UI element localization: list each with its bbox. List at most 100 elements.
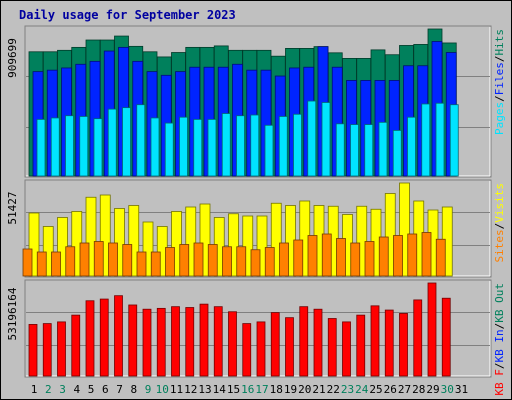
bar-sites-day-1 xyxy=(22,248,33,277)
legend-entry-1-3: Files xyxy=(493,62,506,95)
bar-sites-day-20 xyxy=(293,239,304,277)
bar-kb-f-day-9 xyxy=(142,308,152,377)
bar-pages-day-1 xyxy=(36,119,46,177)
day-label-3: 3 xyxy=(59,383,66,396)
bar-pages-day-12 xyxy=(193,119,203,177)
day-label-5: 5 xyxy=(88,383,95,396)
legend-entry-3-1: KB F xyxy=(493,369,506,396)
bar-visits-day-2 xyxy=(42,226,54,277)
bar-visits-day-8 xyxy=(128,205,140,277)
bar-sites-day-19 xyxy=(279,242,289,277)
bar-sites-day-17 xyxy=(250,249,261,277)
legend-entry-1-4: / xyxy=(493,56,506,63)
bar-kb-f-day-1 xyxy=(28,324,38,377)
day-label-14: 14 xyxy=(213,383,227,396)
bar-kb-f-day-21 xyxy=(313,308,323,377)
bar-pages-day-23 xyxy=(350,124,359,177)
bar-visits-day-15 xyxy=(228,213,239,277)
day-label-23: 23 xyxy=(341,383,354,396)
bar-kb-f-day-28 xyxy=(413,299,423,377)
bar-pages-day-15 xyxy=(236,115,245,177)
bar-pages-day-21 xyxy=(321,102,331,177)
bar-kb-f-day-6 xyxy=(99,298,109,377)
bar-sites-day-27 xyxy=(393,235,403,277)
panel-2-y-tick-label: 51427 xyxy=(6,191,19,224)
legend-entry-3-4: / xyxy=(493,323,506,330)
bar-sites-day-23 xyxy=(336,238,346,277)
bar-pages-day-24 xyxy=(364,124,374,177)
bar-sites-day-21 xyxy=(307,235,318,277)
chart-title: Daily usage for September 2023 xyxy=(19,8,236,22)
bar-kb-f-day-17 xyxy=(256,321,266,377)
bar-sites-day-9 xyxy=(136,251,147,277)
bar-pages-day-2 xyxy=(50,117,60,177)
bar-visits-day-11 xyxy=(171,211,182,277)
bar-sites-day-11 xyxy=(165,247,175,277)
legend-entry-2-1: Sites xyxy=(493,229,506,262)
day-label-11: 11 xyxy=(170,383,183,396)
bar-kb-f-day-16 xyxy=(242,323,252,377)
bar-pages-day-26 xyxy=(392,130,402,177)
legend-entry-1-5: Hits xyxy=(493,29,506,56)
bar-kb-f-day-29 xyxy=(427,282,437,377)
bar-sites-day-14 xyxy=(207,244,218,277)
bar-pages-day-29 xyxy=(435,102,445,177)
legend-entry-3-5: KB Out xyxy=(493,283,506,323)
bar-kb-f-day-10 xyxy=(156,307,166,377)
bar-pages-day-30 xyxy=(449,104,459,177)
bar-sites-day-29 xyxy=(421,232,432,277)
day-label-17: 17 xyxy=(255,383,268,396)
day-label-2: 2 xyxy=(45,383,52,396)
bar-kb-f-day-5 xyxy=(85,300,95,377)
bar-sites-day-10 xyxy=(150,251,161,277)
bar-pages-day-8 xyxy=(136,104,146,177)
bar-sites-day-25 xyxy=(364,241,375,277)
bar-pages-day-25 xyxy=(378,121,388,177)
day-label-27: 27 xyxy=(398,383,411,396)
day-label-18: 18 xyxy=(270,383,283,396)
bar-kb-f-day-3 xyxy=(57,321,66,377)
bar-visits-day-9 xyxy=(142,221,154,277)
day-label-21: 21 xyxy=(312,383,325,396)
bar-sites-day-13 xyxy=(193,242,204,277)
bar-pages-day-18 xyxy=(278,116,288,177)
day-label-7: 7 xyxy=(116,383,123,396)
bar-sites-day-22 xyxy=(321,233,332,277)
panel-1-legend: Pages/Files/Hits xyxy=(493,29,506,135)
bar-kb-f-day-26 xyxy=(384,309,394,377)
day-label-8: 8 xyxy=(130,383,137,396)
bar-pages-day-28 xyxy=(421,103,431,177)
legend-entry-1-1: Pages xyxy=(493,102,506,135)
day-label-20: 20 xyxy=(298,383,311,396)
bar-visits-day-17 xyxy=(256,215,268,277)
day-label-19: 19 xyxy=(284,383,297,396)
bar-sites-day-6 xyxy=(93,241,104,277)
bar-visits-day-6 xyxy=(99,194,111,277)
bar-sites-day-12 xyxy=(179,244,190,277)
bar-pages-day-7 xyxy=(122,107,131,177)
bar-pages-day-5 xyxy=(93,118,103,177)
bar-kb-f-day-22 xyxy=(327,318,337,377)
bar-pages-day-13 xyxy=(207,119,217,177)
bar-pages-day-3 xyxy=(65,115,74,177)
bar-kb-f-day-23 xyxy=(342,321,351,377)
bar-sites-day-8 xyxy=(122,244,133,277)
bar-visits-day-27 xyxy=(399,182,410,277)
bar-kb-f-day-19 xyxy=(285,317,294,377)
bar-pages-day-19 xyxy=(293,113,302,177)
legend-entry-1-2: / xyxy=(493,95,506,102)
panel-2-legend: Sites/Visits xyxy=(493,183,506,263)
bar-visits-day-13 xyxy=(199,203,211,277)
bar-pages-day-4 xyxy=(79,116,89,177)
bar-sites-day-4 xyxy=(65,246,76,277)
bar-sites-day-28 xyxy=(407,233,418,277)
bar-sites-day-3 xyxy=(51,251,61,277)
bar-pages-day-6 xyxy=(107,108,117,177)
bar-sites-day-30 xyxy=(435,238,446,277)
bar-kb-f-day-20 xyxy=(299,306,309,377)
bar-kb-f-day-11 xyxy=(171,306,180,377)
day-label-12: 12 xyxy=(184,383,197,396)
bar-pages-day-17 xyxy=(264,124,274,177)
bar-sites-day-5 xyxy=(79,242,90,277)
